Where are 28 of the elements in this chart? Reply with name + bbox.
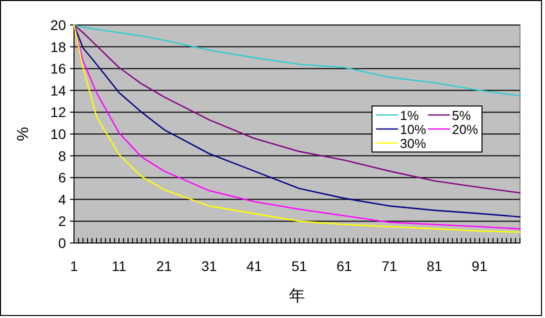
y-tick-label: 10 [50, 126, 66, 142]
x-tick-label: 81 [426, 258, 442, 274]
y-tick-label: 8 [58, 148, 66, 164]
y-tick-label: 14 [50, 82, 66, 98]
y-tick-label: 12 [50, 104, 66, 120]
y-tick-label: 2 [58, 213, 66, 230]
legend-label: 1% [400, 108, 420, 123]
legend-label: 10% [400, 122, 426, 137]
legend-label: 20% [452, 122, 478, 137]
x-tick-label: 41 [246, 258, 262, 274]
x-tick-label: 31 [201, 258, 218, 274]
x-tick-label: 51 [291, 258, 308, 274]
legend-label: 5% [452, 108, 472, 123]
x-tick-label: 11 [112, 258, 127, 274]
y-tick-label: 18 [50, 38, 66, 55]
x-tick-label: 61 [336, 258, 352, 274]
x-tick-label: 1 [70, 258, 78, 274]
x-axis-title: 年 [289, 288, 305, 305]
legend-label: 30% [400, 136, 426, 151]
y-tick-label: 6 [58, 170, 66, 186]
y-tick-label: 4 [58, 191, 66, 208]
y-tick-label: 16 [50, 60, 66, 77]
x-tick-label: 21 [156, 258, 172, 274]
y-tick-label: 0 [58, 235, 66, 251]
x-tick-label: 91 [472, 258, 488, 274]
y-axis-title: % [15, 126, 32, 142]
x-tick-label: 71 [382, 258, 398, 274]
y-tick-label: 20 [50, 17, 66, 33]
